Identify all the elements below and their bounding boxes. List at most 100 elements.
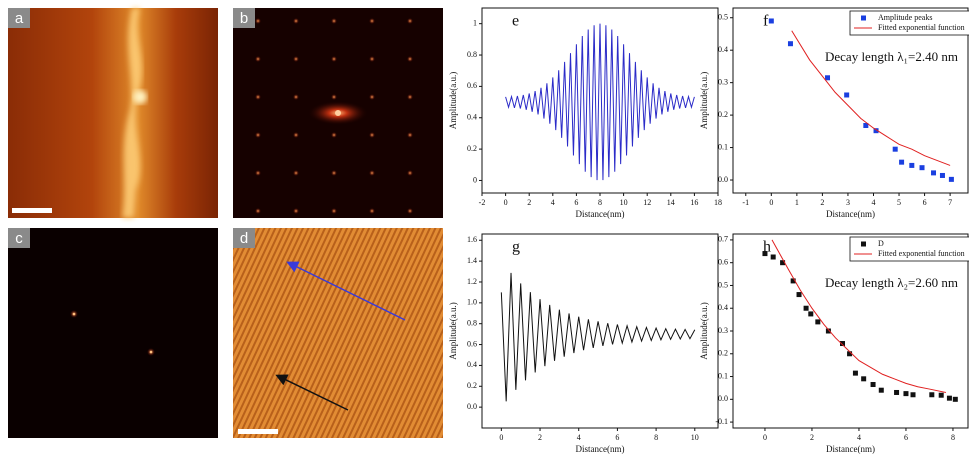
data-point <box>847 351 853 357</box>
panel-label: g <box>512 239 520 256</box>
y-tick-label: 0.6 <box>718 258 728 267</box>
x-tick-label: 6 <box>904 433 908 442</box>
x-tick-label: 16 <box>690 198 698 207</box>
panel-label: e <box>512 13 519 30</box>
annotation: Decay length λ₂=2.60 nm <box>825 275 958 290</box>
y-axis-label: Amplitude(a.u.) <box>448 302 458 360</box>
data-point <box>815 319 821 325</box>
y-tick-label: 0.2 <box>467 144 477 153</box>
data-line <box>771 239 947 393</box>
y-tick-label: 0.6 <box>467 81 477 90</box>
plot-frame <box>732 7 969 194</box>
data-point <box>825 75 831 81</box>
data-point <box>844 92 850 98</box>
x-tick-label: 1 <box>795 198 799 207</box>
x-axis-label: Distance(nm) <box>576 444 625 454</box>
data-point <box>796 292 802 298</box>
y-tick-label: 0.4 <box>467 113 477 122</box>
x-tick-label: 0 <box>763 433 767 442</box>
data-point <box>931 170 937 176</box>
panel-label: b <box>240 10 248 27</box>
y-tick-label: 0.0 <box>718 394 728 403</box>
data-point <box>762 251 768 257</box>
data-point <box>825 328 831 334</box>
data-point <box>899 159 905 165</box>
y-tick-label: 0.0 <box>718 175 728 184</box>
y-axis-label: Amplitude(a.u.) <box>699 72 709 130</box>
chart: 0 2 4 6 8 10 0.0 0.2 0.4 0.6 0.8 1.0 1.2 1.4 1.6 Distan… <box>448 233 719 454</box>
data-point <box>938 392 944 398</box>
chart: -1 0 1 2 3 4 5 6 7 0.0 0.1 0.2 0.3 0.4 0.5 Distance(nm)… <box>699 7 969 219</box>
legend-label: D <box>878 239 884 248</box>
y-tick-label: 0.2 <box>467 381 477 390</box>
x-tick-label: 4 <box>871 198 875 207</box>
data-line <box>505 23 695 181</box>
data-point <box>952 396 958 402</box>
data-point <box>861 376 867 382</box>
x-tick-label: 18 <box>714 198 722 207</box>
y-tick-label: 0.3 <box>718 326 728 335</box>
x-tick-label: 10 <box>691 433 699 442</box>
x-tick-label: 0 <box>504 198 508 207</box>
legend-label: Amplitude peaks <box>878 13 932 22</box>
x-tick-label: 6 <box>574 198 578 207</box>
y-tick-label: 0.5 <box>718 13 728 22</box>
x-tick-label: 14 <box>667 198 675 207</box>
x-tick-label: 2 <box>527 198 531 207</box>
data-point <box>852 370 858 376</box>
y-tick-label: 0.7 <box>718 235 728 244</box>
data-point <box>780 260 786 266</box>
y-tick-label: 0.8 <box>467 50 477 59</box>
data-point <box>870 382 876 388</box>
panel-label: a <box>15 10 24 27</box>
y-tick-label: 0.4 <box>467 360 477 369</box>
image-panel-b: b <box>233 8 443 218</box>
data-point <box>873 128 879 134</box>
data-point <box>929 392 935 398</box>
data-point <box>894 389 900 395</box>
data-point <box>910 392 916 398</box>
data-point <box>768 18 774 24</box>
data-point <box>790 278 796 284</box>
y-tick-label: 1.4 <box>467 256 477 265</box>
plot-frame <box>732 233 969 429</box>
x-tick-label: 10 <box>620 198 628 207</box>
annotation: Decay length λ₁=2.40 nm <box>825 49 958 64</box>
image-panel-a: a <box>8 8 218 218</box>
x-tick-label: -2 <box>479 198 486 207</box>
data-line <box>791 30 951 166</box>
x-axis-label: Distance(nm) <box>826 444 875 454</box>
x-tick-label: 2 <box>538 433 542 442</box>
image-panel-d: d <box>233 228 443 438</box>
chart: -2 0 2 4 6 8 10 12 14 16 18 0 0.2 0.4 0.6 0.8 1 Distance(… <box>448 7 722 219</box>
data-point <box>808 311 814 317</box>
y-tick-label: -0.1 <box>715 417 728 426</box>
y-tick-label: 0.4 <box>718 303 728 312</box>
x-tick-label: 7 <box>948 198 952 207</box>
legend-swatch <box>861 241 866 247</box>
x-tick-label: 8 <box>654 433 658 442</box>
y-tick-label: 0.3 <box>718 77 728 86</box>
y-tick-label: 0.2 <box>718 110 728 119</box>
panel-label: h <box>763 239 771 256</box>
y-tick-label: 0.8 <box>467 319 477 328</box>
x-tick-label: -1 <box>742 198 749 207</box>
y-tick-label: 0.2 <box>718 349 728 358</box>
image-panel-c: c <box>8 228 218 438</box>
data-point <box>770 254 776 260</box>
chart: 0 2 4 6 8 -0.1 0.0 0.1 0.2 0.3 0.4 0.5 0.6 0.7 Distanc… <box>699 233 969 454</box>
legend-label: Fitted exponential function <box>878 249 965 258</box>
plot-frame <box>481 233 719 429</box>
x-tick-label: 0 <box>769 198 773 207</box>
data-point <box>840 341 846 347</box>
y-tick-label: 0.1 <box>718 142 728 151</box>
data-point <box>892 146 898 152</box>
x-tick-label: 2 <box>810 433 814 442</box>
x-tick-label: 0 <box>499 433 503 442</box>
panel-label: f <box>763 13 769 30</box>
y-tick-label: 0.1 <box>718 371 728 380</box>
y-tick-label: 0.5 <box>718 280 728 289</box>
y-tick-label: 1 <box>473 19 477 28</box>
y-tick-label: 0 <box>473 175 477 184</box>
